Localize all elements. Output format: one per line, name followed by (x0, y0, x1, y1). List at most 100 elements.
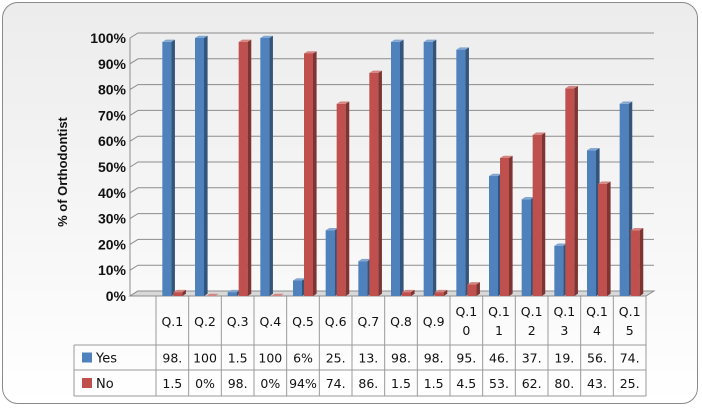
gridline (129, 187, 654, 194)
bar-yes-14 (587, 147, 600, 296)
bar-yes-12 (521, 197, 535, 296)
bar-yes-6 (325, 227, 339, 296)
legend-key-yes (82, 352, 92, 363)
bar-yes-2 (195, 35, 208, 296)
x-tick-label: Q.1 0 (455, 304, 477, 338)
data-label-no: 4.5 (456, 376, 476, 391)
bar-yes-13 (554, 243, 567, 296)
data-label-yes: 19. (554, 351, 574, 366)
y-tick-label: 30% (98, 211, 127, 227)
x-tick-label: Q.1 3 (553, 304, 575, 338)
data-label-yes: 6% (293, 351, 313, 366)
y-tick-label: 70% (98, 107, 127, 123)
bar-no-12 (532, 132, 546, 296)
y-tick-label: 20% (98, 236, 127, 252)
bar-no-5 (304, 51, 317, 297)
data-label-no: 1.5 (391, 376, 411, 391)
bar-yes-7 (358, 258, 371, 296)
bar-no-15 (630, 227, 644, 296)
data-label-no: 74. (326, 376, 346, 391)
data-label-yes: 25. (326, 351, 346, 366)
data-label-no: 1.5 (162, 376, 182, 391)
y-tick-label: 40% (98, 185, 127, 201)
bar-yes-8 (391, 39, 404, 297)
y-tick-label: 10% (98, 262, 127, 278)
bar-yes-1 (162, 39, 175, 297)
x-tick-label: Q.4 (259, 314, 281, 329)
data-label-yes: 1.5 (228, 351, 248, 366)
data-label-no: 98. (228, 376, 248, 391)
data-label-no: 1.5 (424, 376, 444, 391)
y-tick-label: 80% (98, 82, 127, 98)
x-tick-label: Q.6 (325, 314, 347, 329)
x-tick-label: Q.8 (390, 314, 412, 329)
bar-yes-11 (489, 173, 502, 296)
data-label-yes: 56. (587, 351, 607, 366)
data-label-no: 0% (260, 376, 280, 391)
data-label-no: 62. (522, 376, 542, 391)
x-tick-label: Q.1 5 (619, 304, 641, 338)
gridline (129, 264, 654, 271)
bar-yes-5 (293, 278, 306, 296)
gridline (129, 213, 654, 220)
x-tick-label: Q.1 4 (586, 304, 608, 338)
gridline (129, 161, 654, 168)
data-label-no: 43. (587, 376, 607, 391)
bar-no-13 (565, 86, 578, 296)
y-axis-label: % of Orthodontist (55, 116, 70, 226)
x-tick-label: Q.2 (194, 314, 216, 329)
bar-no-7 (369, 70, 382, 296)
bar-no-8 (402, 289, 415, 296)
y-tick-label: 90% (98, 56, 127, 72)
x-tick-label: Q.1 2 (521, 304, 543, 338)
y-tick-label: 60% (98, 133, 127, 149)
x-tick-label: Q.3 (227, 314, 249, 329)
bar-yes-15 (619, 101, 633, 296)
y-axis-ticks: 0% 10% 20% 30% 40% 50% 60% 70% 80% 90% 100% (90, 30, 126, 304)
bar-yes-9 (423, 39, 437, 297)
gridline (129, 32, 654, 39)
legend-key-no (82, 378, 92, 388)
data-label-no: 25. (620, 376, 640, 391)
data-label-no: 53. (489, 376, 509, 391)
data-label-yes: 46. (489, 351, 509, 366)
data-table: Q.1 Q.2 Q.3 Q.4 Q.5 Q.6 Q.7 Q.8 Q.9 Q.1 0 Q.1 1 Q.1 2 Q… (73, 296, 647, 397)
bar-no-3 (238, 39, 252, 297)
data-label-yes: 98. (424, 351, 444, 366)
data-label-no: 86. (358, 376, 378, 391)
bar-yes-10 (456, 47, 469, 296)
bar-no-6 (336, 101, 350, 296)
gridline (129, 109, 654, 116)
data-label-yes: 95. (456, 351, 476, 366)
bar-no-1 (173, 289, 186, 296)
legend-label-yes: Yes (95, 352, 117, 367)
bar-yes-4 (260, 35, 273, 296)
data-label-yes: 100 (193, 351, 217, 366)
legend-label-no: No (96, 377, 114, 392)
bar-no-14 (598, 181, 611, 296)
data-label-yes: 37. (522, 351, 542, 366)
gridline (129, 84, 654, 91)
chart-frame (2, 2, 698, 404)
bar-no-9 (434, 289, 448, 296)
bars (162, 35, 644, 297)
gridline (129, 58, 654, 65)
y-tick-label: 0% (106, 288, 127, 304)
x-tick-label: Q.7 (357, 314, 379, 329)
gridline (129, 135, 654, 142)
bar-no-10 (467, 282, 480, 296)
gridline (129, 238, 654, 245)
data-label-yes: 74. (620, 351, 640, 366)
bar-no-2 (206, 293, 219, 296)
data-label-no: 94% (289, 376, 317, 391)
x-tick-label: Q.9 (423, 314, 445, 329)
bar-no-11 (500, 155, 513, 296)
data-label-no: 80. (554, 376, 574, 391)
bar-no-4 (271, 293, 284, 296)
data-label-no: 0% (195, 376, 215, 391)
x-tick-label: Q.1 (161, 314, 183, 329)
x-tick-label: Q.5 (292, 314, 314, 329)
y-tick-label: 100% (90, 30, 126, 46)
data-label-yes: 13. (358, 351, 378, 366)
y-tick-label: 50% (98, 159, 127, 175)
